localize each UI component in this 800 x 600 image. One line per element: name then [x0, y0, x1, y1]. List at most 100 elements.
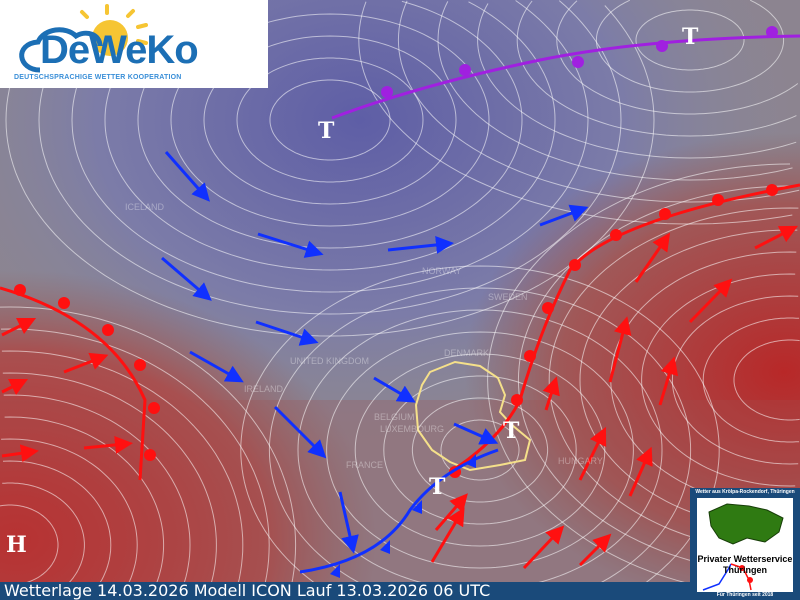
cold-air-arrow — [255, 320, 319, 346]
front-semicircle — [766, 26, 778, 38]
warm-air-arrow — [754, 225, 799, 250]
country-label: FRANCE — [346, 460, 384, 470]
front-semicircle — [572, 56, 584, 68]
status-bar: Wetterlage 14.03.2026 Modell ICON Lauf 1… — [0, 582, 690, 600]
low-pressure-label: T — [429, 474, 446, 500]
isobar — [516, 0, 797, 137]
warm-air-arrow — [1, 444, 39, 463]
weather-front — [0, 286, 147, 481]
isobar — [240, 265, 720, 600]
isobar — [71, 0, 589, 293]
cold-air-arrow — [161, 256, 212, 301]
logo-subtitle: DEUTSCHSPRACHIGE WETTER KOOPERATION — [14, 74, 182, 81]
cold-front-triangle — [330, 564, 340, 578]
isobar — [2, 460, 112, 546]
front-semicircle — [712, 194, 724, 206]
front-semicircle — [766, 184, 778, 196]
isobar — [635, 9, 745, 71]
cold-air-arrow — [539, 204, 589, 227]
isobar — [595, 0, 785, 93]
warm-air-arrow — [1, 317, 37, 337]
cold-air-arrow — [273, 405, 327, 459]
cold-air-arrow — [257, 232, 324, 258]
front-semicircle — [542, 302, 554, 314]
country-label: BELGIUM — [374, 412, 415, 422]
cold-air-arrow — [453, 422, 499, 445]
isobar — [440, 419, 520, 481]
isobar — [401, 0, 523, 121]
warm-air-arrow — [634, 232, 671, 283]
warm-air-arrow — [578, 533, 612, 567]
isobar — [3, 394, 191, 546]
thuringia-map-icon — [702, 503, 784, 591]
front-semicircle — [656, 40, 668, 52]
isobar — [383, 375, 577, 525]
country-label: HUNGARY — [558, 456, 603, 466]
isobar — [749, 0, 785, 41]
front-semicircle — [58, 297, 70, 309]
isobar — [468, 1, 556, 121]
country-label: UNITED KINGDOM — [290, 356, 370, 366]
low-pressure-label: T — [318, 118, 335, 144]
isobar — [297, 309, 663, 591]
isobar — [558, 0, 622, 121]
country-label: NORWAY — [422, 266, 462, 276]
warm-air-arrow — [522, 525, 565, 570]
wind-arrows — [1, 151, 799, 570]
isobar — [702, 317, 800, 443]
logo-wordmark: DeWeKo — [40, 28, 199, 72]
isobar — [203, 35, 457, 205]
cold-air-arrow — [338, 491, 359, 554]
weather-front — [299, 448, 499, 574]
low-pressure-label: T — [682, 24, 699, 50]
isobar — [0, 306, 297, 546]
isobar — [170, 13, 490, 227]
isobar — [437, 1, 793, 181]
isobar — [1, 350, 244, 546]
partner-name-line2: Thüringen — [723, 565, 767, 575]
isobar — [477, 3, 797, 159]
isobar — [0, 504, 59, 545]
warm-air-arrow — [63, 352, 109, 374]
isobar — [0, 328, 270, 546]
isobar — [487, 163, 791, 597]
country-label: IRELAND — [244, 384, 284, 394]
low-pressure-label: T — [503, 418, 520, 444]
high-pressure-label: H — [6, 532, 27, 558]
front-semicircle — [511, 394, 523, 406]
warm-air-arrow — [430, 507, 465, 563]
cold-front-triangle — [466, 454, 476, 468]
front-semicircle — [524, 350, 536, 362]
partner-top-text: Wetter aus Krölpa-Rockendorf, Thüringen — [695, 489, 795, 495]
isobar — [268, 287, 692, 599]
cold-air-arrow — [189, 350, 244, 383]
front-semicircle — [459, 64, 471, 76]
isobar — [326, 331, 634, 569]
warm-air-arrow — [608, 316, 632, 383]
front-semicircle — [659, 208, 671, 220]
fronts — [0, 26, 800, 578]
country-label: LUXEMBOURG — [380, 424, 445, 434]
front-semicircle — [569, 259, 581, 271]
isobar — [358, 1, 793, 225]
isobar — [1, 438, 138, 546]
country-label: DENMARK — [444, 348, 490, 358]
cold-air-arrow — [387, 235, 454, 254]
country-label: ICELAND — [125, 202, 165, 212]
warm-air-arrow — [628, 446, 653, 497]
partner-logo: Wetter aus Krölpa-Rockendorf, Thüringen … — [690, 488, 800, 600]
warm-air-arrow — [83, 435, 133, 454]
partner-bottom-text: Für Thüringen seit 2018 — [716, 592, 774, 598]
isobar — [517, 185, 800, 575]
partner-name: Privater Wetterservice Thüringen — [697, 554, 793, 576]
isobar — [2, 482, 85, 545]
isobar — [354, 353, 606, 547]
front-semicircle — [14, 284, 26, 296]
warm-air-arrow — [658, 356, 679, 406]
cold-air-arrow — [373, 376, 416, 403]
weather-front — [331, 34, 800, 120]
isobar — [38, 0, 622, 315]
isobar — [397, 0, 800, 203]
isobar — [579, 229, 798, 531]
